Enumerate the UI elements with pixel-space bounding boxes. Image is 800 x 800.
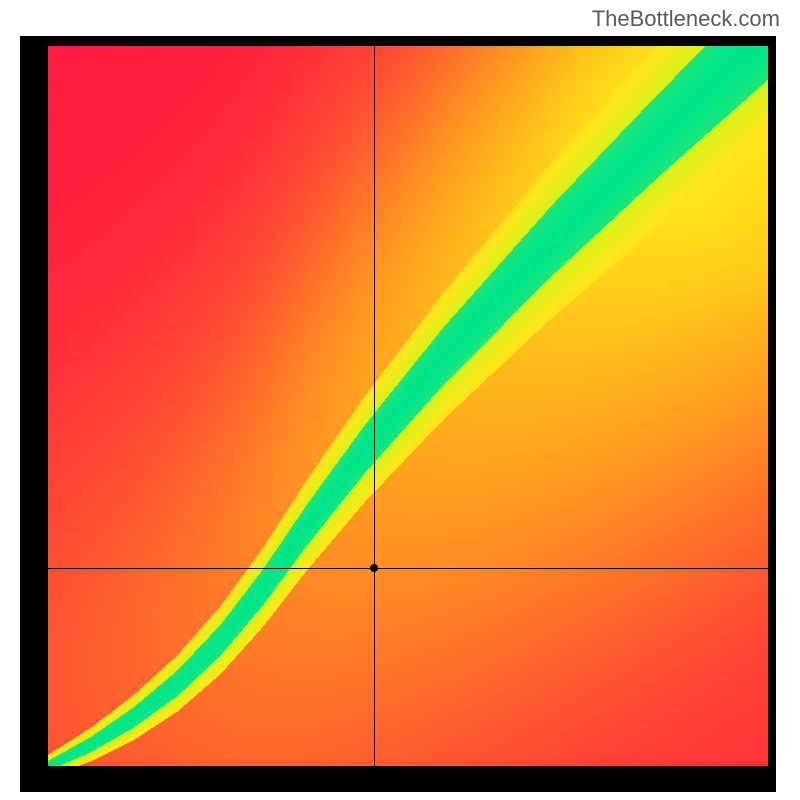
crosshair-horizontal <box>48 568 768 569</box>
crosshair-vertical <box>374 46 375 766</box>
watermark-text: TheBottleneck.com <box>592 6 780 32</box>
chart-container: TheBottleneck.com <box>0 0 800 800</box>
plot-inner <box>48 46 768 766</box>
plot-frame <box>20 36 776 792</box>
heatmap-canvas <box>48 46 768 766</box>
crosshair-marker <box>370 564 378 572</box>
